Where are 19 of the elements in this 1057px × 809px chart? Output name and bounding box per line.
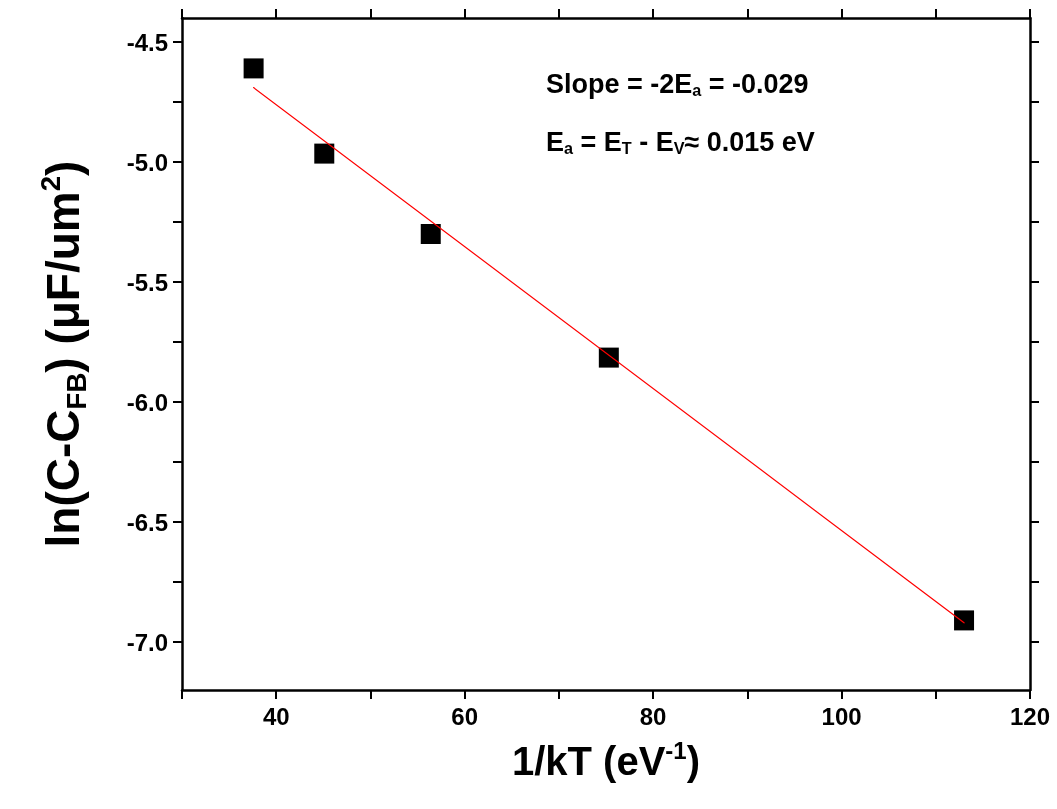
x-tick-label: 40 (262, 702, 290, 730)
y-tick-label: -7.0 (126, 628, 168, 656)
y-tick-label: -4.5 (126, 28, 168, 56)
y-axis-title: ln(C-CFB) (μF/um2) (35, 160, 92, 548)
point (314, 143, 335, 164)
x-tick-label: 80 (639, 702, 667, 730)
point (598, 347, 619, 368)
point (243, 58, 264, 79)
y-tick-label: -5.0 (126, 148, 168, 176)
y-tick-label: -5.5 (126, 268, 168, 296)
x-tick-label: 100 (821, 702, 862, 730)
annotation: Ea = ET - EV≈ 0.015 eV (546, 126, 815, 157)
x-tick-label: 120 (1009, 702, 1051, 730)
y-tick-label: -6.0 (126, 388, 168, 416)
point (420, 224, 441, 244)
x-tick-label: 60 (451, 702, 479, 730)
annotation: Slope = -2Ea = -0.029 (546, 68, 809, 99)
point (954, 610, 975, 631)
y-tick-label: -6.5 (126, 508, 168, 536)
